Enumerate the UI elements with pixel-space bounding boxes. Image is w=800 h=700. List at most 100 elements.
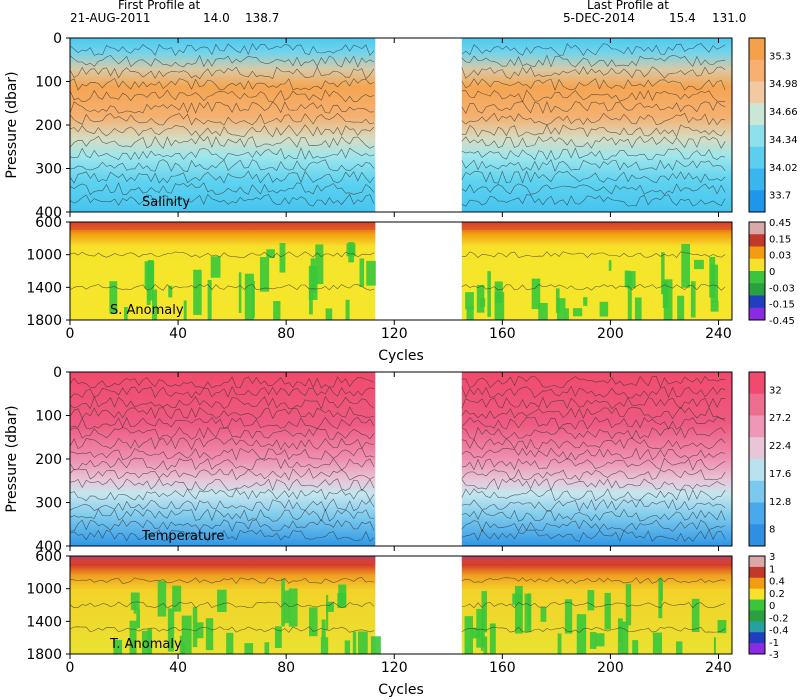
anomaly-patch: [527, 593, 531, 627]
x-tick-label: 240: [705, 326, 732, 342]
contour-line: [461, 529, 726, 543]
contour-line: [69, 467, 375, 481]
anomaly-patch: [540, 607, 547, 622]
colorbar-band: [749, 81, 765, 104]
x-tick-label: 200: [597, 660, 624, 676]
colorbar-label: 0: [769, 601, 775, 612]
anomaly-patch: [710, 301, 719, 312]
colorbar-label: -3: [769, 650, 779, 661]
colorbar-label: 0.03: [769, 251, 791, 262]
plot-frame: [69, 555, 733, 655]
contour-line: [69, 66, 375, 80]
panel-label: S. Anomaly: [110, 303, 184, 318]
anomaly-patch: [338, 584, 347, 605]
temperature-anomaly-colorbar: 31 0.40.20-0.2 -0.4-1-3: [748, 552, 789, 661]
anomaly-patch: [713, 637, 716, 654]
anomaly-patch: [632, 640, 639, 654]
colorbar-label: -0.45: [769, 316, 795, 327]
colorbar-label: -0.03: [769, 283, 795, 294]
y-tick-label: 0: [53, 31, 62, 47]
colorbar-label: 34.34: [769, 135, 798, 146]
x-axis-title: Cycles: [378, 348, 424, 364]
first-profile-title: First Profile at: [118, 0, 201, 12]
colorbar-band: [749, 38, 765, 61]
colorbar-band: [749, 168, 765, 191]
anomaly-patch: [480, 298, 486, 307]
colorbar-band: [749, 372, 765, 395]
data-field-right: [461, 372, 732, 546]
colorbar-band: [749, 577, 765, 590]
anomaly-patch: [589, 632, 597, 649]
anomaly-patch: [652, 632, 663, 654]
anomaly-patch: [348, 242, 354, 263]
salinity-anomaly-panel: 600 1000 1400 1800 S. Anomaly: [26, 215, 733, 329]
colorbar-band: [749, 566, 765, 579]
contour-line: [69, 251, 375, 258]
colorbar-label: -0.4: [769, 626, 789, 637]
contour-line: [461, 375, 726, 389]
anomaly-patch: [226, 632, 234, 654]
anomaly-patch: [181, 615, 192, 654]
anomaly-patch: [583, 297, 588, 306]
colorbar-label: 0: [769, 267, 775, 278]
anomaly-patch: [130, 592, 140, 611]
y-tick-label: 400: [35, 205, 62, 221]
colorbar-band: [749, 295, 765, 309]
anomaly-patch: [681, 243, 690, 288]
contour-line: [461, 626, 726, 633]
anomaly-patch: [320, 637, 329, 654]
colorbar-band: [749, 632, 765, 644]
y-tick-label: 600: [35, 549, 62, 565]
x-tick-label: 120: [381, 660, 408, 676]
surface-band-right: [461, 556, 732, 564]
anomaly-patch: [124, 306, 128, 320]
anomaly-patch: [217, 589, 227, 613]
anomaly-patch: [326, 601, 334, 612]
anomaly-patch: [352, 631, 357, 654]
anomaly-patch: [244, 643, 254, 654]
contour-line: [69, 488, 375, 502]
anomaly-patch: [691, 598, 700, 632]
surface-band-left: [70, 556, 376, 564]
anomaly-patch: [274, 626, 282, 648]
colorbar-band: [749, 480, 765, 503]
contour-line: [69, 416, 375, 430]
anomaly-patch: [157, 580, 167, 617]
anomaly-patch: [244, 273, 254, 320]
colorbar-label: -1: [769, 638, 779, 649]
x-tick-label: 80: [277, 660, 295, 676]
anomaly-patch: [207, 279, 212, 320]
contour-line: [69, 457, 375, 471]
anomaly-patch: [576, 614, 587, 654]
contour-line: [69, 529, 375, 542]
last-profile-lat: 15.4: [669, 11, 696, 25]
anomaly-patch: [476, 608, 485, 648]
contour-line: [461, 147, 726, 161]
panel-label: T. Anomaly: [109, 637, 182, 652]
last-profile-date: 5-DEC-2014: [563, 11, 635, 25]
anomaly-patch: [608, 260, 612, 271]
colorbar-band: [749, 502, 765, 525]
contour-line: [461, 54, 726, 68]
y-tick-label: 600: [35, 215, 62, 231]
cycle-axes: 0 40 80 120 160 200 240 Cycles 0 40 80 120 160 200 240…: [66, 38, 732, 698]
y-tick-label: 1400: [26, 280, 62, 296]
contour-line: [461, 437, 726, 450]
contour-line: [69, 77, 375, 91]
anomaly-patch: [599, 301, 609, 317]
y-tick-label: 300: [35, 496, 62, 512]
contour-line: [461, 488, 726, 502]
contour-line: [69, 626, 375, 633]
anomaly-patch: [281, 578, 285, 627]
anomaly-patch: [675, 641, 683, 654]
anomaly-patch: [109, 281, 118, 314]
contour-line: [461, 101, 726, 115]
temperature-colorbar: 32 27.2 22.4 17.6 12.8 8: [748, 371, 791, 547]
contour-line: [69, 385, 375, 399]
contour-line: [69, 112, 375, 126]
anomaly-patch: [152, 289, 158, 320]
anomaly-patch: [531, 278, 541, 310]
temperature-panel: 0 100 200 300 400 Temperature Pressure (dbar): [4, 365, 733, 555]
contour-line: [461, 457, 726, 471]
contour-line: [69, 426, 375, 440]
